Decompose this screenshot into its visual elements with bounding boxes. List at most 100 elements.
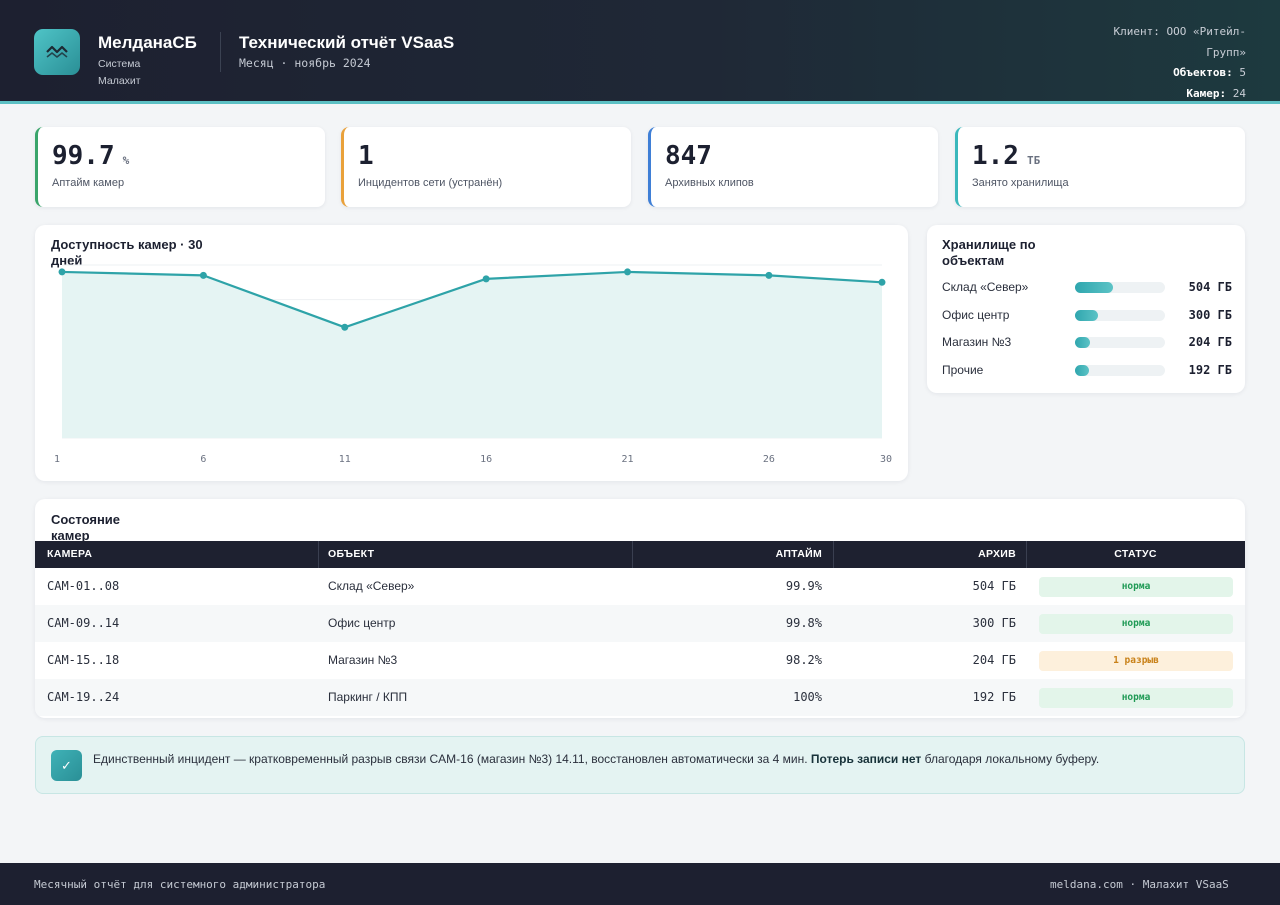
- kpi-card-incidents: 1 Инцидентов сети (устранён): [341, 127, 631, 207]
- x-tick-label: 30: [880, 454, 892, 465]
- cell-camera: CAM-15..18: [47, 653, 120, 667]
- check-icon: ✓: [51, 750, 82, 781]
- status-badge: норма: [1039, 688, 1233, 708]
- storage-object-name: Офис центр: [942, 308, 1010, 322]
- kpi-value: 1: [358, 141, 374, 171]
- data-point: [199, 271, 207, 279]
- storage-object-name: Склад «Север»: [942, 280, 1029, 294]
- table-row: CAM-09..14 Офис центр 99.8% 300 ГБ норма: [35, 605, 1245, 642]
- column-header-object: ОБЪЕКТ: [328, 548, 375, 560]
- brand-logo: [34, 29, 80, 75]
- table-row: CAM-15..18 Магазин №3 98.2% 204 ГБ 1 раз…: [35, 642, 1245, 679]
- report-title: Технический отчёт VSaaS: [239, 33, 455, 52]
- storage-bar-track: [1075, 337, 1165, 348]
- cell-uptime: 99.9%: [785, 579, 822, 593]
- brand-subtitle: Система Малахит: [98, 58, 141, 87]
- storage-bar-fill: [1075, 310, 1098, 321]
- data-point: [58, 268, 66, 276]
- brand-name: МелданаСБ: [98, 33, 197, 52]
- x-tick-label: 6: [200, 454, 206, 465]
- data-point: [341, 323, 349, 331]
- storage-bar-fill: [1075, 282, 1113, 293]
- cell-uptime: 99.8%: [785, 616, 822, 630]
- cell-object: Паркинг / КПП: [328, 690, 408, 704]
- storage-row: Прочие 192 ГБ: [942, 362, 1232, 378]
- column-header-archive: АРХИВ: [978, 548, 1016, 560]
- kpi-card-uptime: 99.7% Аптайм камер: [35, 127, 325, 207]
- storage-bar-fill: [1075, 365, 1089, 376]
- storage-bar-track: [1075, 310, 1165, 321]
- storage-size: 204 ГБ: [1188, 335, 1232, 349]
- report-footer: Месячный отчёт для системного администра…: [0, 863, 1280, 905]
- column-header-status: СТАТУС: [1114, 548, 1157, 560]
- kpi-card-clips: 847 Архивных клипов: [648, 127, 938, 207]
- data-point: [878, 278, 886, 286]
- report-header: МелданаСБ Система Малахит Технический от…: [0, 0, 1280, 104]
- cell-archive: 204 ГБ: [972, 653, 1016, 667]
- storage-bar-track: [1075, 365, 1165, 376]
- footer-left-text: Месячный отчёт для системного администра…: [34, 878, 326, 891]
- status-badge: 1 разрыв: [1039, 651, 1233, 671]
- cell-archive: 300 ГБ: [972, 616, 1016, 630]
- status-badge: норма: [1039, 577, 1233, 597]
- data-point: [624, 268, 632, 276]
- kpi-label: Инцидентов сети (устранён): [358, 177, 503, 189]
- cell-camera: CAM-01..08: [47, 579, 120, 593]
- x-tick-label: 16: [480, 454, 492, 465]
- cell-archive: 504 ГБ: [972, 579, 1016, 593]
- x-tick-label: 26: [763, 454, 775, 465]
- storage-object-name: Прочие: [942, 363, 984, 377]
- incident-note-text: Единственный инцидент — кратковременный …: [93, 752, 1100, 766]
- cell-object: Магазин №3: [328, 653, 398, 667]
- storage-row: Склад «Север» 504 ГБ: [942, 279, 1232, 295]
- storage-bar-track: [1075, 282, 1165, 293]
- header-divider: [220, 32, 221, 72]
- cameras-label: Камер:: [1186, 86, 1227, 100]
- footer-right-text: meldana.com · Малахит VSaaS: [1050, 878, 1229, 891]
- x-tick-label: 11: [339, 454, 351, 465]
- storage-size: 192 ГБ: [1188, 363, 1232, 377]
- incident-note-emphasis: Потерь записи нет: [810, 752, 922, 766]
- column-header-camera: КАМЕРА: [47, 548, 93, 560]
- objects-value: 5: [1239, 66, 1246, 79]
- cell-object: Склад «Север»: [328, 579, 415, 593]
- availability-chart-card: Доступность камер · 30 дней 1 6 11 16 21 26 30: [35, 225, 908, 481]
- incident-note: ✓ Единственный инцидент — кратковременны…: [35, 736, 1245, 794]
- table-title: Состояние камер: [51, 512, 121, 543]
- storage-size: 300 ГБ: [1188, 308, 1232, 322]
- storage-card: Хранилище по объектам Склад «Север» 504 …: [927, 225, 1245, 393]
- kpi-label: Архивных клипов: [665, 177, 754, 189]
- storage-row: Офис центр 300 ГБ: [942, 307, 1232, 323]
- table-header: КАМЕРА ОБЪЕКТ АПТАЙМ АРХИВ СТАТУС: [35, 541, 1245, 568]
- storage-title: Хранилище по объектам: [942, 237, 1036, 268]
- objects-label: Объектов:: [1173, 66, 1233, 79]
- cell-object: Офис центр: [328, 616, 396, 630]
- client-info: Клиент: ООО «Ритейл-Групп» Объектов: 5 К…: [1086, 22, 1246, 104]
- storage-row: Магазин №3 204 ГБ: [942, 334, 1232, 350]
- column-header-uptime: АПТАЙМ: [775, 548, 822, 560]
- availability-chart: 1 6 11 16 21 26 30: [54, 264, 892, 465]
- availability-area: [62, 271, 882, 438]
- table-row: CAM-01..08 Склад «Север» 99.9% 504 ГБ но…: [35, 568, 1245, 605]
- x-tick-label: 1: [54, 454, 60, 465]
- kpi-value: 99.7%: [52, 141, 130, 171]
- kpi-card-storage: 1.2 ТБ Занято хранилища: [955, 127, 1245, 207]
- cell-archive: 192 ГБ: [972, 690, 1016, 704]
- kpi-value: 847: [665, 141, 712, 171]
- camera-status-table: Состояние камер КАМЕРА ОБЪЕКТ АПТАЙМ АРХ…: [35, 499, 1245, 718]
- cell-uptime: 98.2%: [785, 653, 822, 667]
- storage-bar-fill: [1075, 337, 1090, 348]
- client-value: ООО «Ритейл-Групп»: [1166, 25, 1246, 59]
- wave-icon: [46, 45, 68, 58]
- report-period: Месяц · ноябрь 2024: [239, 56, 371, 70]
- kpi-value: 1.2 ТБ: [972, 141, 1041, 171]
- table-row: CAM-19..24 Паркинг / КПП 100% 192 ГБ нор…: [35, 679, 1245, 716]
- data-point: [482, 275, 490, 283]
- storage-object-name: Магазин №3: [942, 335, 1012, 349]
- data-point: [765, 271, 773, 279]
- cell-camera: CAM-19..24: [47, 690, 120, 704]
- cameras-value: 24: [1232, 86, 1246, 100]
- chart-title: Доступность камер · 30 дней: [51, 237, 203, 268]
- kpi-label: Аптайм камер: [52, 177, 125, 189]
- client-label: Клиент:: [1113, 25, 1160, 38]
